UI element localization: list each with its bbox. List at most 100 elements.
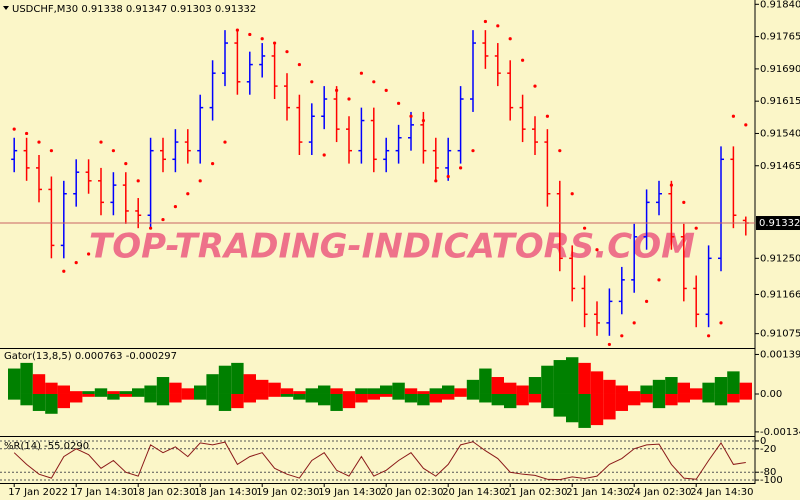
- gator-bar: [280, 388, 294, 394]
- gator-bar: [20, 393, 33, 406]
- gator-bar: [504, 382, 517, 394]
- wpr-line: [13, 441, 746, 481]
- current-price-box: [756, 216, 800, 231]
- sar-dot: [74, 261, 78, 265]
- gator-bar: [231, 362, 244, 394]
- sar-dot: [372, 80, 376, 84]
- gator-bar: [442, 385, 455, 394]
- x-tick-label: 24 Jan 02:30: [628, 487, 691, 498]
- y-tick-label: -100: [760, 475, 783, 486]
- indicator-title: %R(14) -55.0290: [4, 441, 89, 452]
- sar-dot: [173, 205, 177, 209]
- x-tick-label: 21 Jan 02:30: [504, 487, 567, 498]
- sar-dot: [359, 71, 363, 75]
- gator-bar: [206, 374, 219, 394]
- gator-bar: [70, 391, 83, 394]
- gator-bar: [466, 379, 480, 394]
- sar-dot: [248, 32, 252, 37]
- gator-bar: [342, 393, 356, 409]
- sar-dot: [273, 41, 277, 45]
- gator-bar: [169, 382, 182, 394]
- gator-bar: [652, 379, 666, 394]
- gator-bar: [603, 379, 616, 394]
- gator-bar: [256, 393, 269, 400]
- gator-bar: [727, 371, 740, 394]
- gator-bar: [392, 382, 405, 394]
- gator-bar: [132, 388, 145, 394]
- sar-dot: [322, 153, 326, 157]
- gator-bar: [714, 393, 728, 406]
- gator-bar: [615, 393, 628, 411]
- sar-dot: [434, 179, 438, 183]
- sar-dot: [682, 200, 686, 204]
- x-tick-label: 18 Jan 14:30: [194, 487, 257, 498]
- gator-bar: [603, 393, 616, 420]
- gator-bar: [8, 368, 21, 394]
- y-tick-label: -20: [760, 444, 776, 455]
- gator-bar: [690, 393, 703, 400]
- sar-dot: [285, 50, 289, 54]
- gator-bar: [677, 382, 690, 394]
- sar-dot: [409, 114, 413, 118]
- y-tick-label: 0.91765: [760, 32, 800, 43]
- gator-bar: [739, 382, 752, 394]
- gator-bar: [479, 368, 492, 394]
- gator-bar: [268, 382, 281, 394]
- gator-bar: [82, 393, 95, 397]
- sar-dot: [521, 58, 525, 62]
- gator-bar: [690, 388, 703, 394]
- sar-dot: [620, 334, 624, 338]
- gator-bar: [181, 393, 194, 400]
- sar-dot: [136, 179, 140, 183]
- gator-bar: [256, 379, 269, 394]
- gator-bar: [739, 393, 752, 400]
- gator-bar: [677, 393, 690, 403]
- gator-bar: [528, 393, 542, 403]
- sar-dot: [595, 248, 599, 252]
- gator-bar: [355, 388, 368, 394]
- sar-dot: [483, 19, 487, 24]
- current-price-label: 0.91332: [759, 218, 800, 229]
- gator-bar: [318, 385, 331, 394]
- gator-bar: [429, 393, 442, 403]
- gator-bar: [466, 393, 480, 400]
- gator-bar: [652, 393, 666, 409]
- gator-bar: [615, 385, 628, 394]
- gator-bar: [280, 393, 294, 397]
- gator-bar: [628, 391, 641, 394]
- sar-dot: [49, 149, 54, 153]
- gator-bar: [355, 393, 368, 403]
- gator-bar: [231, 393, 244, 409]
- sar-dot: [694, 226, 698, 230]
- gator-bar: [293, 393, 306, 400]
- x-tick-label: 17 Jan 14:30: [70, 487, 133, 498]
- sar-dot: [632, 321, 636, 325]
- sar-dot: [583, 226, 587, 230]
- gator-bar: [566, 393, 579, 423]
- gator-bar: [702, 393, 715, 403]
- indicator-title: Gator(13,8,5) 0.000763 -0.000297: [4, 351, 177, 362]
- x-tick-label: 19 Jan 14:30: [318, 487, 381, 498]
- sar-dot: [211, 161, 215, 166]
- gator-bar: [82, 391, 95, 394]
- gator-bar: [94, 393, 108, 397]
- gator-bar: [516, 385, 529, 394]
- sar-dot: [186, 192, 190, 196]
- sar-dot: [62, 269, 66, 273]
- gator-bar: [32, 393, 46, 411]
- gator-bar: [504, 393, 517, 409]
- gator-bar: [194, 385, 207, 394]
- gator-bar: [119, 393, 132, 397]
- sar-dot: [99, 140, 103, 144]
- y-tick-label: 0.91075: [760, 329, 800, 340]
- sar-dot: [37, 140, 41, 144]
- gator-bar: [119, 391, 132, 394]
- x-tick-label: 24 Jan 14:30: [690, 487, 753, 498]
- gator-bar: [243, 393, 256, 403]
- y-tick-label: 0.91540: [760, 128, 800, 139]
- x-tick-label: 20 Jan 02:30: [380, 487, 443, 498]
- gator-bar: [404, 393, 418, 403]
- sar-dot: [384, 88, 388, 93]
